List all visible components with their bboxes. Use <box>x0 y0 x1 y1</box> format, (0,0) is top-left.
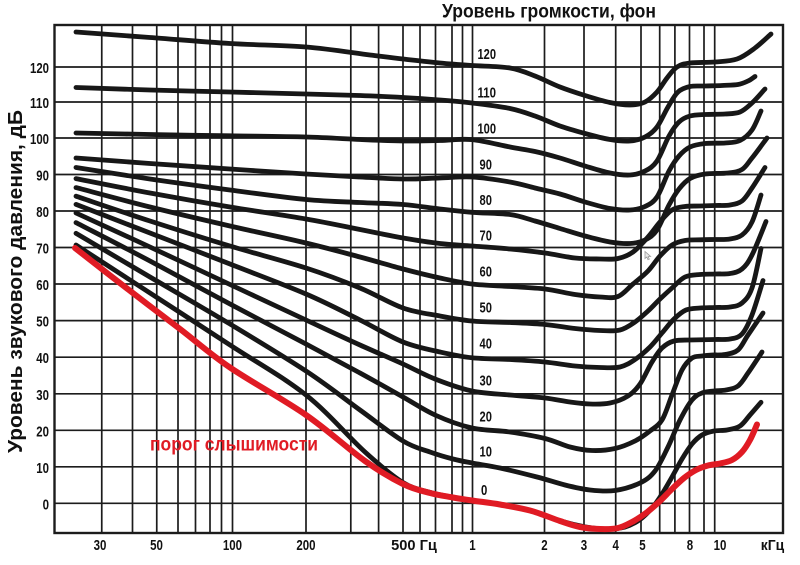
svg-text:30: 30 <box>36 388 49 404</box>
svg-text:3: 3 <box>581 538 587 554</box>
svg-text:120: 120 <box>30 61 49 77</box>
svg-text:100: 100 <box>223 538 242 554</box>
svg-text:50: 50 <box>480 299 492 316</box>
svg-text:80: 80 <box>36 205 49 221</box>
svg-text:5: 5 <box>639 538 645 554</box>
svg-text:100: 100 <box>30 132 49 148</box>
svg-text:4: 4 <box>613 538 619 554</box>
svg-text:110: 110 <box>478 84 497 101</box>
svg-text:500 Гц: 500 Гц <box>391 538 437 554</box>
svg-text:50: 50 <box>36 315 49 331</box>
svg-text:30: 30 <box>480 372 492 389</box>
svg-text:90: 90 <box>36 169 49 185</box>
svg-text:Уровень громкости, фон: Уровень громкости, фон <box>442 2 656 23</box>
svg-text:1: 1 <box>469 538 475 554</box>
svg-text:40: 40 <box>36 351 49 367</box>
svg-text:50: 50 <box>150 538 163 554</box>
svg-text:40: 40 <box>480 335 492 352</box>
svg-text:10: 10 <box>480 443 492 460</box>
svg-text:60: 60 <box>480 263 492 280</box>
svg-text:90: 90 <box>480 156 492 173</box>
svg-text:100: 100 <box>478 120 497 137</box>
svg-text:80: 80 <box>480 192 492 209</box>
svg-text:20: 20 <box>480 408 492 425</box>
svg-text:Уровень звукового давления, дБ: Уровень звукового давления, дБ <box>4 110 27 453</box>
svg-text:8: 8 <box>687 538 693 554</box>
svg-text:10: 10 <box>714 538 727 554</box>
svg-text:120: 120 <box>478 46 497 63</box>
svg-text:200: 200 <box>296 538 315 554</box>
svg-text:20: 20 <box>36 424 49 440</box>
svg-text:30: 30 <box>94 538 107 554</box>
svg-text:2: 2 <box>541 538 547 554</box>
svg-text:70: 70 <box>480 227 492 244</box>
svg-text:60: 60 <box>36 278 49 294</box>
svg-text:порог слышимости: порог слышимости <box>150 435 318 456</box>
svg-text:70: 70 <box>36 242 49 258</box>
svg-text:0: 0 <box>43 497 49 513</box>
svg-text:0: 0 <box>481 482 487 499</box>
svg-text:110: 110 <box>30 96 49 112</box>
svg-text:кГц: кГц <box>761 538 784 554</box>
svg-text:10: 10 <box>36 461 49 477</box>
